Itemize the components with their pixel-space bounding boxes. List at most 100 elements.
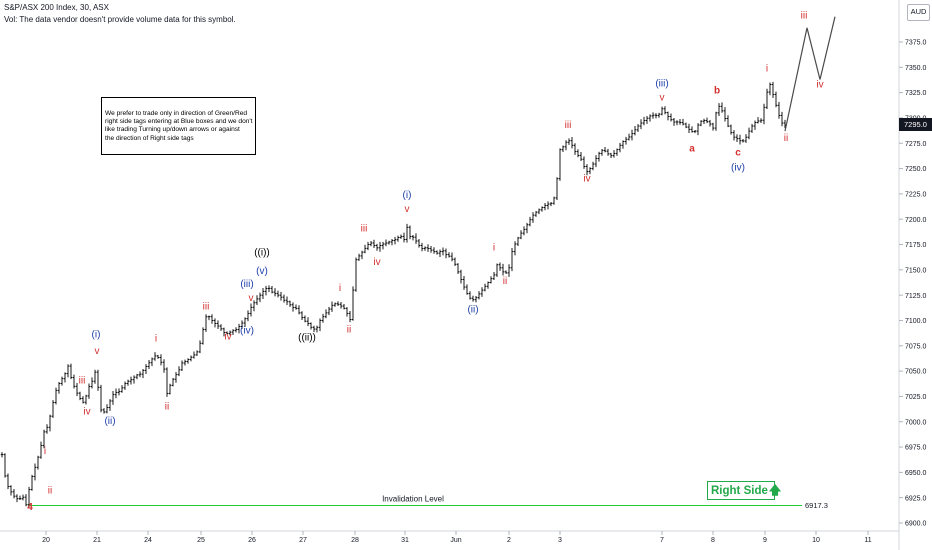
wave-label: ((ii)) [298,333,316,344]
ohlc-bar [732,130,736,141]
ohlc-bar [540,206,544,212]
ohlc-bar [261,287,265,299]
ohlc-bar [462,275,466,290]
wave-label: iv [373,257,380,268]
ohlc-bar [717,103,721,117]
currency-button[interactable]: AUD [907,4,930,21]
ohlc-bar [117,388,121,396]
ohlc-bar [501,263,505,276]
ohlc-bar [429,245,433,253]
ohlc-bar [330,301,334,312]
ohlc-bar [381,241,385,250]
ohlc-bar [165,367,169,397]
ohlc-bar [18,495,22,500]
y-tick-label: 7125.0 [905,293,927,300]
ohlc-bar [252,300,256,312]
y-tick-label: 7075.0 [905,343,927,350]
wave-label: (v) [256,266,268,277]
y-tick-label: 7200.0 [905,217,927,224]
ohlc-bar [558,148,562,181]
ohlc-bar [345,307,349,317]
wave-label: iv [83,407,90,418]
ohlc-bar [39,441,43,459]
ohlc-bar [246,310,250,322]
ohlc-bar [738,134,742,145]
ohlc-bar [294,304,298,310]
ohlc-bar [327,307,331,316]
wave-label: i [339,283,341,294]
ohlc-bar [420,242,424,252]
ohlc-bar [543,203,547,211]
ohlc-bar [606,148,610,156]
ohlc-bar [630,129,634,141]
ohlc-bar [72,374,76,389]
ohlc-bar [585,164,589,176]
ohlc-bar [312,325,316,333]
ohlc-bar [36,455,40,470]
wave-label: (iv) [731,163,745,174]
ohlc-bar [780,111,784,127]
ohlc-bar [642,116,646,126]
ohlc-bar [663,106,667,115]
wave-label: (i) [92,330,101,341]
ohlc-bar [774,91,778,108]
ohlc-bar [75,382,79,397]
ohlc-bar [78,391,82,401]
ohlc-bar [129,376,133,385]
ohlc-bar [204,314,208,332]
wave-label: b [714,86,720,97]
ohlc-bar [474,295,478,303]
x-tick-label: 7 [660,537,664,544]
ohlc-bar [555,177,559,200]
y-tick-label: 6925.0 [905,495,927,502]
ohlc-bar [375,243,379,251]
ohlc-bar [54,387,58,405]
ohlc-bar [564,140,568,151]
x-tick-label: Jun [450,537,461,544]
ohlc-bar [759,118,763,123]
ohlc-bar [186,358,190,364]
ohlc-bar [144,364,148,375]
ohlc-bar [342,304,346,310]
ohlc-bar [27,486,31,508]
ohlc-bar [195,350,199,356]
ohlc-bar [729,124,733,135]
ohlc-bar [546,201,550,210]
right-side-label: Right Side [711,485,768,497]
ohlc-bar [573,143,577,155]
ohlc-bar [153,352,157,361]
ohlc-bar [300,311,304,321]
ohlc-bar [279,291,283,301]
ohlc-bar [66,364,70,378]
ohlc-bar [549,201,553,207]
ohlc-bar [93,369,97,384]
ohlc-bar [138,371,142,378]
ohlc-bar [465,284,469,295]
ohlc-bar [681,118,685,126]
ohlc-bar [486,281,490,289]
x-tick-label: 3 [558,537,562,544]
ohlc-bar [21,494,25,501]
ohlc-bar [225,331,229,335]
ohlc-bar [522,226,526,236]
wave-label: (iii) [655,79,668,90]
ohlc-bar [693,130,697,134]
ohlc-bar [648,114,652,122]
y-tick-label: 7025.0 [905,394,927,401]
ohlc-bar [600,149,604,156]
ohlc-bar [771,81,775,98]
ohlc-bar [249,303,253,317]
ohlc-bar [255,295,259,306]
ohlc-bar [504,270,508,274]
ohlc-bar [471,295,475,302]
ohlc-bar [102,408,106,414]
ohlc-bar [405,223,409,243]
ohlc-bar [390,239,394,246]
ohlc-bar [483,283,487,292]
y-tick-label: 6900.0 [905,521,927,528]
ohlc-bar [309,322,313,330]
ohlc-bar [753,120,757,130]
ohlc-bar [180,360,184,372]
ohlc-bar [669,113,673,122]
